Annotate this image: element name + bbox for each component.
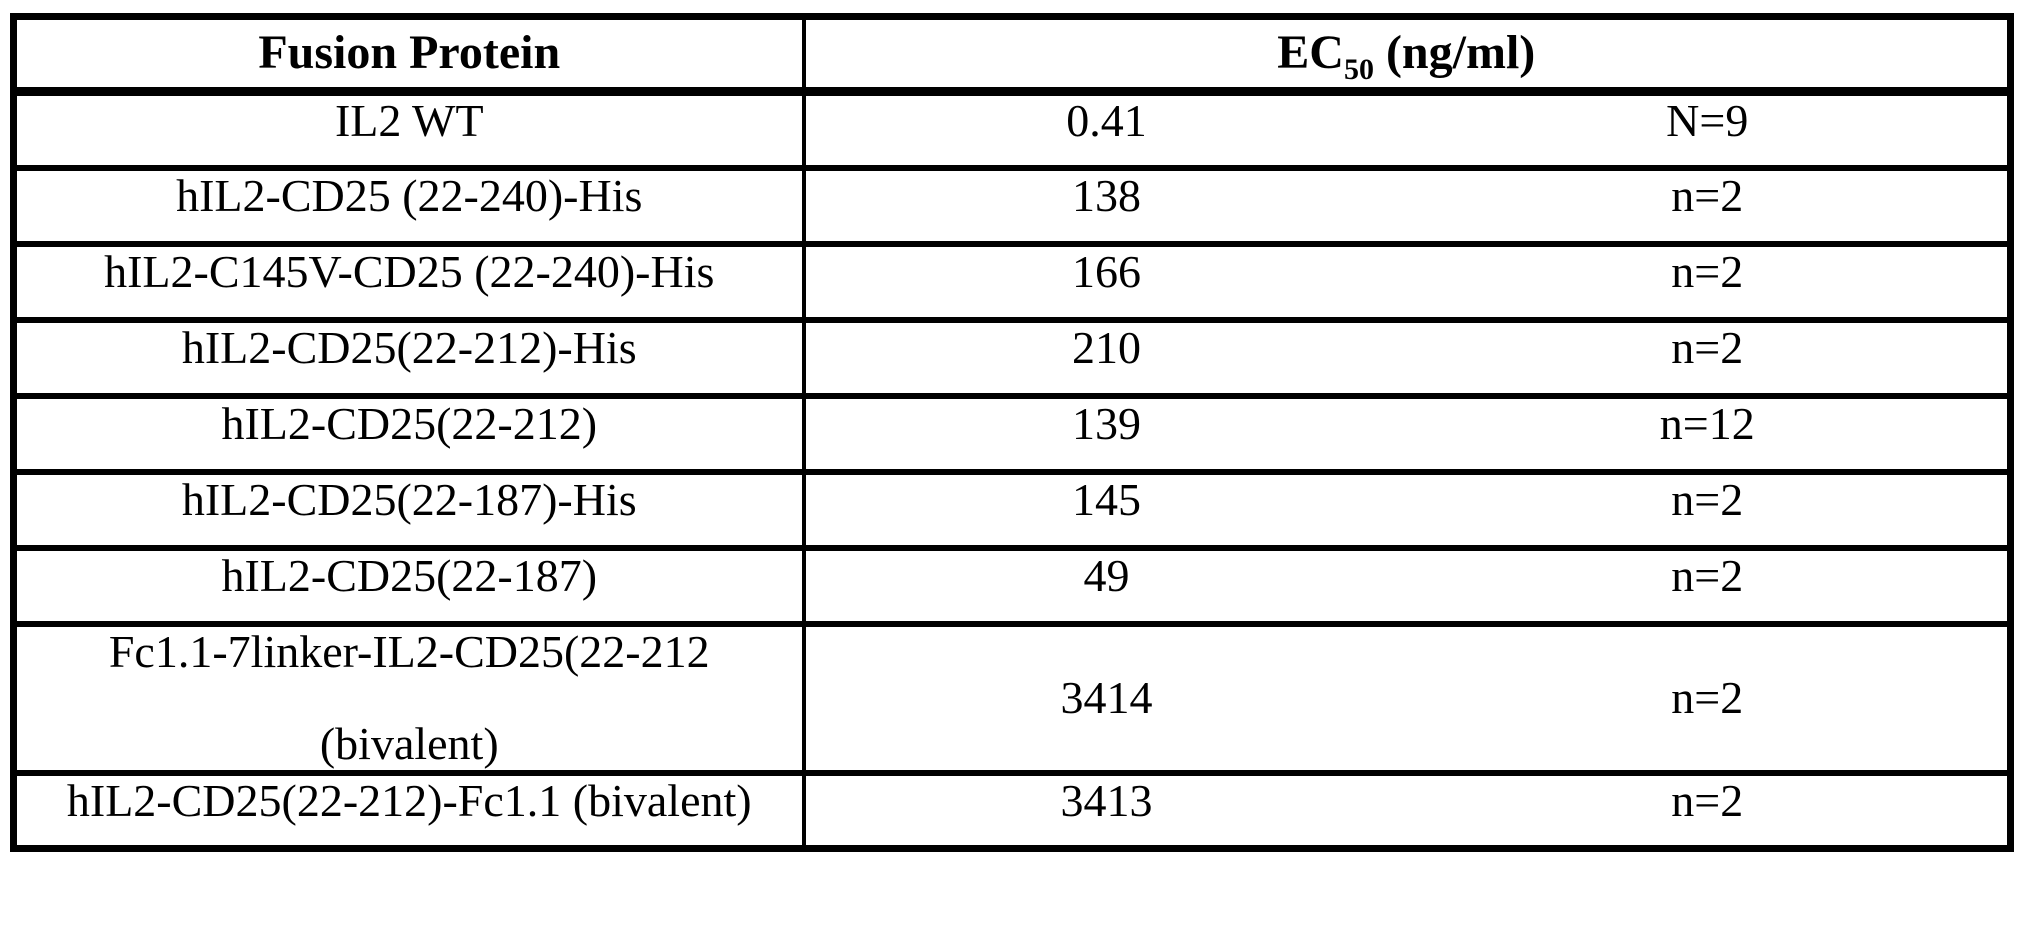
- protein-cell: hIL2-CD25(22-212)-Fc1.1 (bivalent): [13, 769, 806, 849]
- n-count: n=2: [1671, 322, 1744, 374]
- table-row: hIL2-CD25(22-212) 139 n=12: [13, 392, 2011, 472]
- table-row: Fc1.1-7linker-IL2-CD25(22-212 (bivalent) …: [13, 620, 2011, 773]
- n-count: n=2: [1671, 671, 1744, 723]
- ec50-subscript: 50: [1343, 53, 1374, 87]
- header-row: Fusion Protein EC50 (ng/ml): [13, 16, 2011, 96]
- ec50-value-cell: 145: [803, 468, 1408, 548]
- table-row: hIL2-C145V-CD25 (22-240)-His 166 n=2: [13, 240, 2011, 320]
- n-count: n=2: [1671, 550, 1744, 602]
- ec50-value-cell: 3414: [803, 620, 1408, 773]
- protein-cell: Fc1.1-7linker-IL2-CD25(22-212 (bivalent): [13, 620, 806, 773]
- ec50-value-cell: 166: [803, 240, 1408, 320]
- n-count-cell: N=9: [1407, 88, 2011, 168]
- column-header-ec50: EC50 (ng/ml): [803, 16, 2011, 96]
- table-row: hIL2-CD25(22-212)-His 210 n=2: [13, 316, 2011, 396]
- ec50-value-cell: 139: [803, 392, 1408, 472]
- protein-cell: hIL2-CD25 (22-240)-His: [13, 164, 806, 244]
- protein-name-line: hIL2-CD25(22-212): [221, 398, 598, 450]
- protein-name-line: hIL2-CD25(22-212)-His: [181, 322, 637, 374]
- ec50-value-cell: 49: [803, 544, 1408, 624]
- protein-name-line: IL2 WT: [334, 95, 484, 146]
- table-row: hIL2-CD25(22-212)-Fc1.1 (bivalent) 3413 …: [13, 769, 2011, 849]
- n-count-cell: n=2: [1407, 468, 2011, 548]
- ec50-value: 3414: [1060, 671, 1153, 723]
- table-row: IL2 WT 0.41 N=9: [13, 88, 2011, 168]
- ec50-value: 3413: [1060, 775, 1153, 827]
- ec50-table: Fusion Protein EC50 (ng/ml) IL2 WT 0.41 …: [10, 13, 2015, 853]
- n-count-cell: n=2: [1407, 769, 2011, 849]
- table-row: hIL2-CD25(22-187) 49 n=2: [13, 544, 2011, 624]
- protein-name-line: hIL2-C145V-CD25 (22-240)-His: [104, 246, 715, 298]
- protein-name-line: hIL2-CD25(22-187)-His: [181, 474, 637, 526]
- ec50-value: 139: [1072, 398, 1141, 450]
- protein-cell: hIL2-CD25(22-187): [13, 544, 806, 624]
- protein-cell: hIL2-C145V-CD25 (22-240)-His: [13, 240, 806, 320]
- n-count: n=2: [1671, 170, 1744, 222]
- protein-cell: hIL2-CD25(22-212)-His: [13, 316, 806, 396]
- protein-name-line: hIL2-CD25(22-212)-Fc1.1 (bivalent): [66, 775, 752, 827]
- n-count-cell: n=2: [1407, 240, 2011, 320]
- n-count: n=2: [1671, 775, 1744, 827]
- column-header-fusion-protein: Fusion Protein: [13, 16, 806, 96]
- table-row: hIL2-CD25(22-187)-His 145 n=2: [13, 468, 2011, 548]
- ec50-label-prefix: EC: [1277, 26, 1344, 80]
- n-count: N=9: [1666, 95, 1749, 146]
- n-count-cell: n=2: [1407, 544, 2011, 624]
- table-body: IL2 WT 0.41 N=9 hIL2-CD25 (22-240)-His 1…: [13, 88, 2011, 849]
- n-count-cell: n=2: [1407, 164, 2011, 244]
- n-count-cell: n=12: [1407, 392, 2011, 472]
- ec50-value: 138: [1072, 170, 1141, 222]
- ec50-value-cell: 138: [803, 164, 1408, 244]
- ec50-value-cell: 210: [803, 316, 1408, 396]
- ec50-value-cell: 0.41: [803, 88, 1408, 168]
- protein-cell: hIL2-CD25(22-187)-His: [13, 468, 806, 548]
- protein-name-line: (bivalent): [319, 718, 499, 770]
- protein-cell: hIL2-CD25(22-212): [13, 392, 806, 472]
- n-count-cell: n=2: [1407, 316, 2011, 396]
- n-count-cell: n=2: [1407, 620, 2011, 773]
- ec50-value: 210: [1072, 322, 1141, 374]
- n-count: n=2: [1671, 246, 1744, 298]
- protein-name-line: hIL2-CD25 (22-240)-His: [176, 170, 643, 222]
- n-count: n=2: [1671, 474, 1744, 526]
- table-row: hIL2-CD25 (22-240)-His 138 n=2: [13, 164, 2011, 244]
- ec50-value: 49: [1083, 550, 1130, 602]
- ec50-value-cell: 3413: [803, 769, 1408, 849]
- ec50-value: 0.41: [1066, 95, 1147, 146]
- ec50-unit-label: (ng/ml): [1373, 26, 1536, 80]
- ec50-value: 166: [1072, 246, 1141, 298]
- n-count: n=12: [1659, 398, 1755, 450]
- protein-name-line: Fc1.1-7linker-IL2-CD25(22-212: [108, 625, 710, 677]
- protein-cell: IL2 WT: [13, 88, 806, 168]
- ec50-value: 145: [1072, 474, 1141, 526]
- protein-name-line: hIL2-CD25(22-187): [221, 550, 598, 602]
